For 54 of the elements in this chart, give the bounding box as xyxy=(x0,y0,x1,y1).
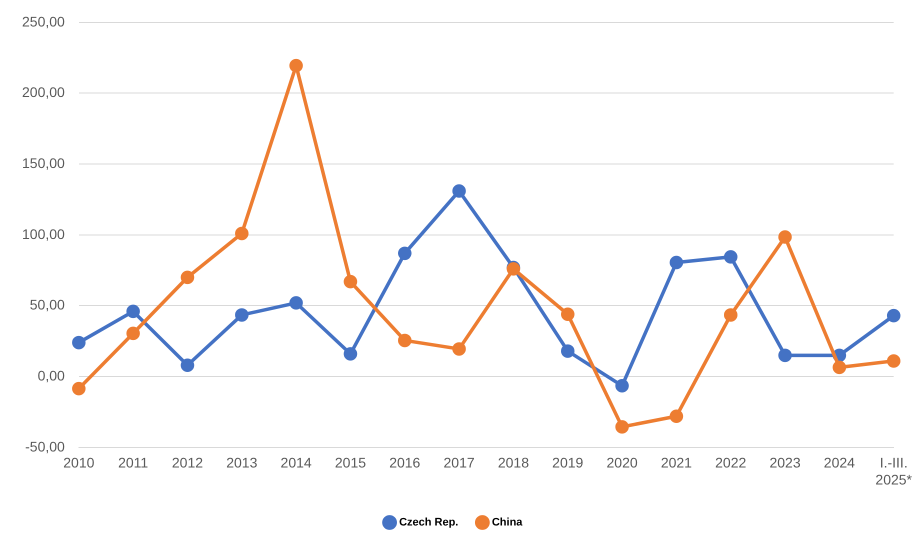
x-tick-label: 2014 xyxy=(280,454,312,471)
point xyxy=(724,308,738,322)
legend-label: China xyxy=(492,516,524,529)
point xyxy=(72,336,86,350)
x-tick-label: 2015 xyxy=(334,454,366,471)
x-tick-label: 2012 xyxy=(172,454,204,471)
point xyxy=(126,304,140,318)
x-tick-label: 2021 xyxy=(660,454,692,471)
x-tick-label: 2016 xyxy=(389,454,421,471)
point xyxy=(289,296,303,310)
legend-label: Czech Rep. xyxy=(399,516,458,529)
point xyxy=(180,358,194,372)
x-tick-label: 2018 xyxy=(498,454,530,471)
point xyxy=(452,184,466,198)
x-tick-label: 2011 xyxy=(118,454,148,471)
x-tick-label: 2019 xyxy=(552,454,584,471)
point xyxy=(344,347,358,361)
point xyxy=(886,308,900,322)
y-tick-label: -50,00 xyxy=(25,438,66,454)
point xyxy=(126,326,140,340)
point xyxy=(561,344,574,358)
point xyxy=(398,334,412,348)
y-tick-label: 0,00 xyxy=(38,367,66,384)
point xyxy=(398,246,412,260)
x-tick-label: 2013 xyxy=(226,454,258,471)
point xyxy=(615,379,629,393)
point xyxy=(344,274,358,288)
point xyxy=(180,270,194,284)
y-tick-label: 100,00 xyxy=(22,226,66,242)
y-tick-label: 200,00 xyxy=(22,84,66,100)
y-tick-label: 250,00 xyxy=(22,13,66,30)
point xyxy=(832,360,846,374)
x-tick-label: 2024 xyxy=(824,454,856,471)
point xyxy=(724,250,738,264)
point xyxy=(452,342,466,356)
x-tick-label: I.-III. 2025* xyxy=(875,454,913,488)
x-tick-label: 2017 xyxy=(444,454,475,471)
point xyxy=(289,58,303,72)
point xyxy=(235,308,249,322)
y-tick-label: 150,00 xyxy=(22,154,66,171)
point xyxy=(778,348,792,362)
point xyxy=(561,307,574,321)
point xyxy=(886,354,900,368)
point xyxy=(615,420,629,434)
point xyxy=(670,409,684,423)
point xyxy=(72,382,86,396)
point xyxy=(670,256,684,270)
y-tick-label: 50,00 xyxy=(30,296,66,313)
point xyxy=(778,230,792,244)
x-tick-label: 2010 xyxy=(63,454,95,471)
x-tick-label: 2023 xyxy=(769,454,801,471)
x-tick-label: 2022 xyxy=(715,454,747,471)
x-tick-label: 2020 xyxy=(606,454,638,471)
point xyxy=(235,226,249,240)
